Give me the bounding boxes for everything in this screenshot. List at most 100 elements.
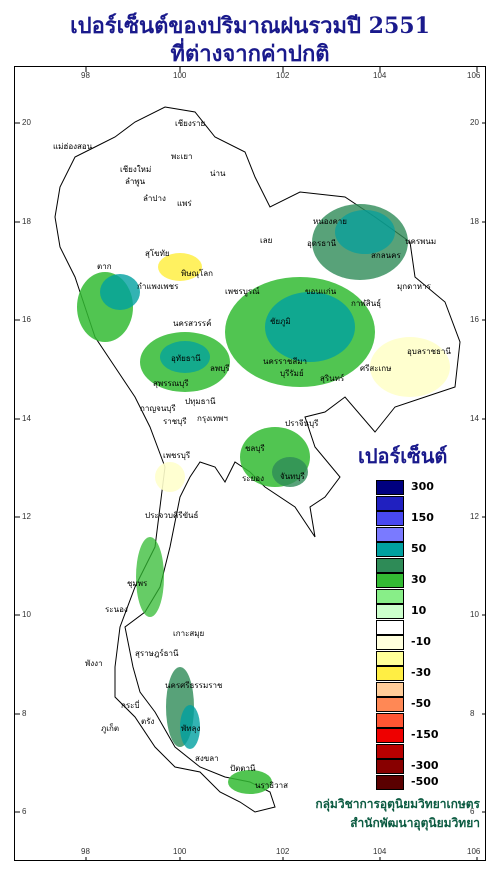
legend-swatch: [376, 743, 404, 759]
place-label: สุราษฎร์ธานี: [135, 649, 179, 658]
place-label: ตรัง: [141, 717, 155, 726]
legend-swatch: [376, 480, 404, 495]
place-label: ระนอง: [105, 605, 128, 614]
legend-label: -500: [411, 774, 439, 788]
place-label: สงขลา: [195, 754, 219, 763]
place-label: กำแพงเพชร: [137, 282, 179, 291]
legend-label: 150: [411, 511, 434, 524]
place-label: จันทบุรี: [280, 472, 305, 481]
place-label: เลย: [260, 236, 273, 245]
legend-swatch: [376, 681, 404, 697]
lat-tick-label: 10: [470, 610, 479, 619]
legend-swatch: [376, 666, 404, 681]
lon-tick-label: 104: [373, 847, 387, 856]
legend-label: -10: [411, 635, 431, 648]
legend-swatch: [376, 557, 404, 573]
legend-swatch: [376, 759, 404, 774]
legend-swatch: [376, 604, 404, 619]
legend-label: -150: [411, 728, 439, 741]
place-label: นครศรีธรรมราช: [165, 681, 223, 690]
place-label: ลำปาง: [143, 194, 166, 203]
anomaly-shading: [77, 204, 450, 794]
place-label: ระยอง: [242, 474, 264, 483]
legend-swatch: [376, 511, 404, 526]
map-title-line2: ที่ต่างจากค่าปกติ: [170, 41, 330, 67]
anomaly-patch: [335, 210, 395, 254]
place-label: กาฬสินธุ์: [351, 299, 382, 308]
legend-swatch: [376, 542, 404, 557]
place-label: สกลนคร: [371, 251, 401, 260]
lat-tick-label: 20: [470, 118, 479, 127]
place-label: เพชรบูรณ์: [225, 287, 260, 296]
place-label: พิษณุโลก: [181, 269, 214, 278]
axis-ticks: [15, 67, 485, 860]
place-label: ปทุมธานี: [185, 397, 216, 406]
lat-tick-label: 16: [22, 315, 31, 324]
anomaly-patch: [272, 457, 308, 487]
legend-label: 30: [411, 573, 427, 586]
place-label: ชุมพร: [127, 579, 148, 588]
legend-label: -300: [411, 759, 439, 772]
legend-label: 50: [411, 542, 427, 555]
anomaly-patch: [180, 705, 200, 749]
place-label: ขอนแก่น: [305, 287, 337, 296]
lon-tick-label: 98: [81, 847, 90, 856]
legend-label: 10: [411, 604, 427, 617]
lon-tick-label: 106: [467, 71, 481, 80]
lon-tick-label: 104: [373, 71, 387, 80]
lat-tick-label: 6: [22, 807, 27, 816]
place-label: สุพรรณบุรี: [153, 379, 189, 388]
lon-tick-label: 102: [276, 71, 290, 80]
place-label: พัทลุง: [181, 724, 201, 733]
place-label: หนองคาย: [313, 217, 347, 226]
place-label: พะเยา: [171, 152, 193, 161]
place-label: มุกดาหาร: [397, 282, 431, 291]
lat-tick-label: 14: [22, 414, 31, 423]
place-label: กรุงเทพฯ: [197, 414, 228, 423]
place-label: ตาก: [97, 262, 112, 271]
lat-tick-label: 18: [22, 217, 31, 226]
place-label: ราชบุรี: [163, 417, 187, 426]
place-label: พังงา: [85, 659, 103, 668]
anomaly-patch: [155, 462, 185, 492]
place-label: นครสวรรค์: [173, 319, 212, 328]
place-label: เชียงราย: [175, 119, 206, 128]
place-label: ชลบุรี: [245, 444, 265, 453]
lon-tick-label: 98: [81, 71, 90, 80]
anomaly-patch: [228, 770, 272, 794]
anomaly-patch: [160, 341, 210, 373]
legend-swatch: [376, 728, 404, 743]
lat-tick-label: 8: [470, 709, 475, 718]
anomaly-patch: [158, 253, 202, 281]
legend-swatch: [376, 588, 404, 604]
place-label: นครราชสีมา: [263, 357, 307, 366]
place-label: เกาะสมุย: [173, 629, 205, 638]
place-label: ปัตตานี: [230, 764, 256, 773]
lon-tick-label: 102: [276, 847, 290, 856]
place-label: อุดรธานี: [307, 239, 337, 248]
place-label: ชัยภูมิ: [270, 317, 291, 326]
legend-label: 300: [411, 480, 434, 493]
legend-swatch: [376, 619, 404, 635]
legend-swatch: [376, 712, 404, 728]
lat-tick-label: 8: [22, 709, 27, 718]
place-label: ภูเก็ต: [101, 724, 120, 733]
legend-label: -50: [411, 697, 431, 710]
place-label: เพชรบุรี: [163, 451, 191, 460]
lat-tick-label: 12: [22, 512, 31, 521]
lat-tick-label: 6: [470, 807, 475, 816]
legend-swatch: [376, 650, 404, 666]
place-label: เชียงใหม่: [120, 165, 152, 174]
credit-line1: กลุ่มวิชาการอุตุนิยมวิทยาเกษตร: [315, 797, 480, 811]
place-label: อุทัยธานี: [171, 354, 201, 363]
legend-swatch: [376, 495, 404, 511]
map-title-line1: เปอร์เซ็นต์ของปริมาณฝนรวมปี 2551: [70, 13, 430, 39]
place-label: นราธิวาส: [255, 781, 289, 790]
lat-tick-label: 20: [22, 118, 31, 127]
place-label: สุโขทัย: [145, 249, 170, 258]
place-label: บุรีรัมย์: [280, 369, 304, 378]
place-label: สุรินทร์: [320, 374, 345, 383]
place-label: ปราจีนบุรี: [285, 419, 319, 428]
lat-tick-label: 14: [470, 414, 479, 423]
place-label: ประจวบคีรีขันธ์: [145, 511, 199, 520]
